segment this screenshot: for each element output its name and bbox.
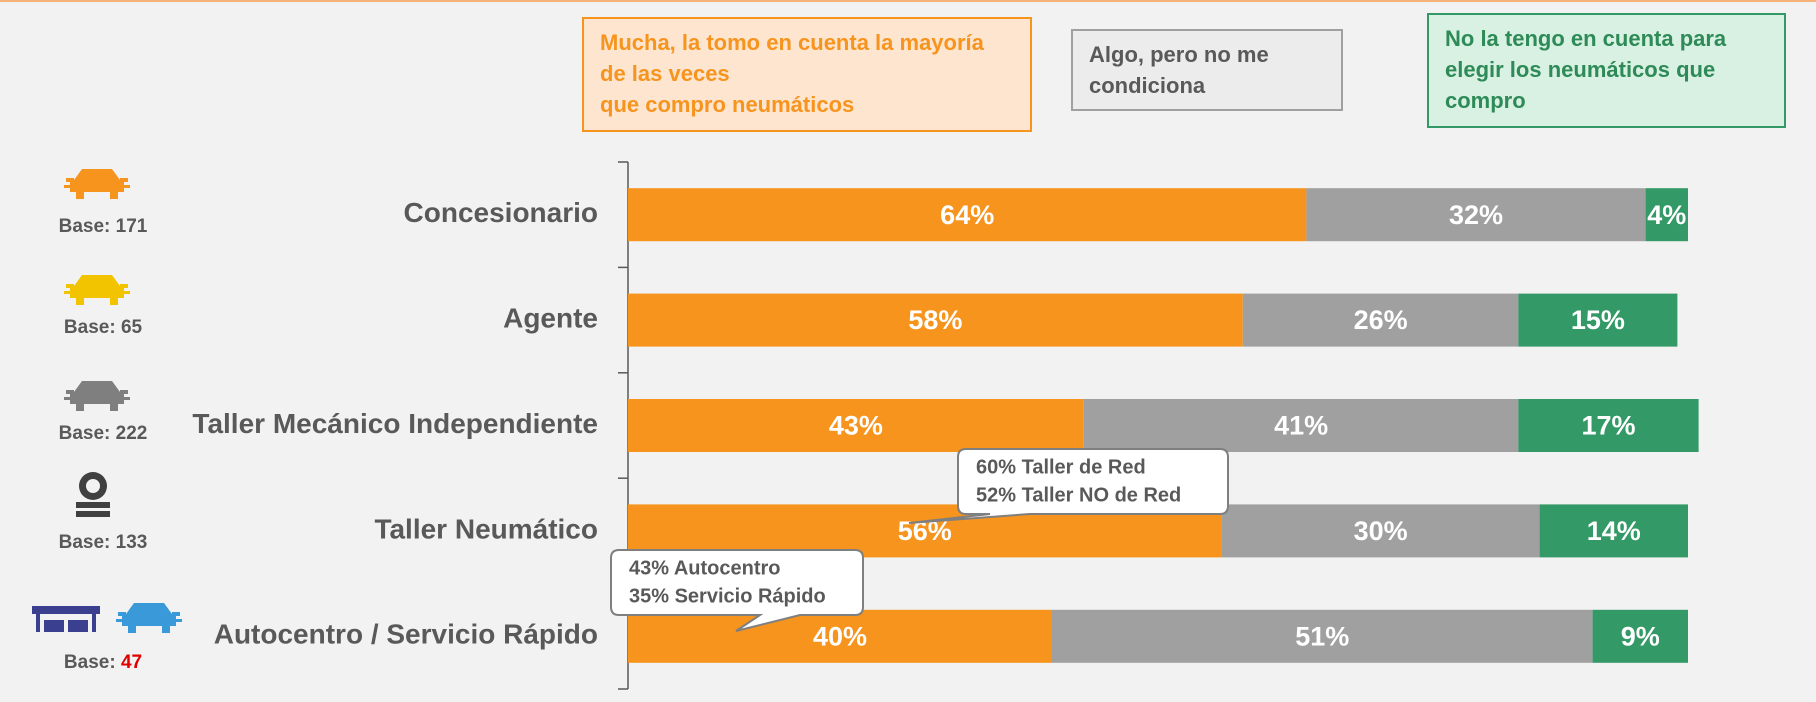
bar-segment [628,399,1084,452]
bar-segment [628,293,1243,347]
base-value: 133 [116,532,148,553]
base-label: Base: 65 [64,317,143,338]
base-label: Base: 133 [59,532,148,553]
bar-segment [1242,293,1519,347]
base-label: Base: 171 [59,216,148,237]
value-label: 40% [813,621,867,651]
value-label: 4% [1647,200,1686,230]
callout-box [610,549,864,632]
annotation: 35% Servicio Rápido [629,585,826,607]
car-icon [64,169,130,199]
tyre-icon [76,472,110,517]
base-value: 47 [121,652,142,673]
bar-segment [1083,399,1519,452]
base-label: Base: 47 [64,652,142,673]
base-text: Base: [59,423,111,444]
base-text: Base: [64,317,116,338]
value-label: 26% [1354,305,1408,335]
base-label: Base: 222 [59,423,148,444]
value-label: 64% [940,200,994,230]
value-label: 30% [1354,516,1408,546]
category-label: Agente [503,302,598,333]
bar-segment [1645,188,1688,242]
legend-item: Mucha, la tomo en cuenta la mayoría de l… [582,17,1032,132]
base-text: Base: [59,216,111,237]
top-rule [0,0,1816,2]
value-label: 9% [1621,621,1660,651]
garage-icon [32,606,100,632]
value-label: 32% [1449,200,1503,230]
car-icon [64,381,130,411]
bar-segment [1539,504,1688,558]
value-label: 41% [1274,411,1328,441]
annotation: 52% Taller NO de Red [976,484,1181,506]
value-label: 58% [908,305,962,335]
bar-segment [1518,293,1678,347]
value-label: 51% [1295,621,1349,651]
category-label: Concesionario [404,197,598,228]
bar-segment [1052,609,1593,663]
annotation: 60% Taller de Red [976,456,1146,478]
bar-segment [1518,399,1699,452]
value-label: 43% [829,411,883,441]
legend-item: Algo, pero no me condiciona [1071,29,1343,111]
bar-segment [628,609,1052,663]
bar-segment [628,188,1307,242]
category-label: Taller Neumático [374,513,598,544]
base-text: Base: [64,652,116,673]
car-icon [64,275,130,305]
base-value: 222 [116,423,148,444]
callout-box [908,448,1229,524]
bar-segment [1592,609,1688,663]
annotation: 43% Autocentro [629,557,781,579]
car-icon [116,603,182,633]
bar-segment [1221,504,1540,558]
base-text: Base: [59,532,111,553]
base-value: 171 [116,216,148,237]
icons [32,169,182,633]
category-label: Taller Mecánico Independiente [192,408,598,439]
bar-segment [1306,188,1646,242]
value-label: 14% [1587,516,1641,546]
value-label: 17% [1581,411,1635,441]
value-label: 15% [1571,305,1625,335]
base-value: 65 [121,317,143,338]
category-label: Autocentro / Servicio Rápido [214,619,598,650]
legend-item: No la tengo en cuenta para elegir los ne… [1427,13,1786,128]
